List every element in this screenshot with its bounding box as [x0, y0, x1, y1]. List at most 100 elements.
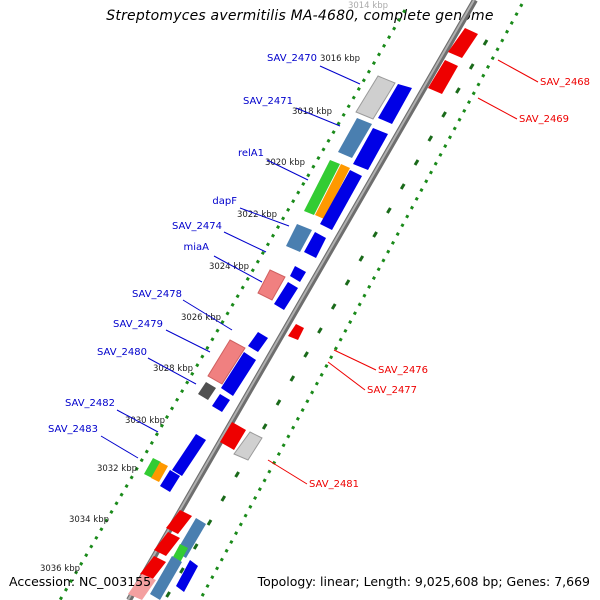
scale-dash — [261, 423, 268, 430]
scale-tick-label: 3022 kbp — [237, 210, 277, 220]
forward-gene-label: dapF — [212, 196, 237, 207]
gene-sav2471 — [338, 118, 372, 158]
forward-label-connector — [239, 207, 290, 227]
scale-dash — [468, 63, 475, 70]
scale-tick-label: 3026 kbp — [181, 313, 221, 323]
gene-sav2470 — [355, 75, 396, 120]
gene-rela1-blue — [320, 170, 362, 230]
scale-dash — [399, 183, 406, 190]
gene-dapf — [286, 224, 312, 252]
scale-dash — [206, 519, 213, 526]
scale-dash — [482, 39, 489, 46]
gene-bottom-blue — [176, 560, 198, 592]
scale-dash — [303, 351, 309, 358]
forward-label-connector — [213, 255, 263, 283]
scale-dash — [413, 159, 420, 166]
scale-tick-label: 3028 kbp — [153, 364, 193, 374]
scale-tick-label: 3024 kbp — [209, 262, 249, 272]
scale-tick-label: 3020 kbp — [265, 158, 305, 168]
scale-dash — [275, 399, 282, 406]
reverse-label-connector — [327, 361, 366, 391]
forward-gene-label: SAV_2479 — [113, 319, 163, 330]
gene-sav2483-orange — [151, 462, 168, 482]
scale-dash — [358, 255, 365, 262]
reverse-label-connector — [267, 459, 308, 485]
gene-rela1-green — [304, 160, 340, 215]
reverse-label-connector — [477, 97, 518, 120]
gene-miaa-blue — [274, 282, 298, 310]
gene-sav2476 — [288, 324, 304, 340]
scale-tick-labels: 3014 kbp 3016 kbp 3018 kbp 3020 kbp 3022 kbp… — [40, 1, 388, 574]
scale-dash — [179, 567, 185, 574]
scale-tick-label: 3014 kbp — [348, 1, 388, 11]
gene-bottom-red-1 — [166, 510, 192, 534]
forward-gene-label: SAV_2483 — [48, 424, 98, 435]
scale-dash — [220, 495, 227, 502]
scale-dash — [234, 471, 240, 478]
gene-bottom-red-3 — [140, 556, 166, 580]
reverse-gene-label: SAV_2469 — [519, 114, 569, 125]
forward-label-connector — [116, 409, 159, 433]
forward-gene-label: SAV_2471 — [243, 96, 293, 107]
scale-dash — [427, 135, 434, 142]
scale-tick-label: 3016 kbp — [320, 54, 360, 64]
forward-gene-label: SAV_2474 — [172, 221, 222, 232]
gene-miaa-small — [290, 266, 306, 282]
gene-sav2478 — [248, 332, 268, 352]
gene-rela1-orange — [315, 164, 350, 219]
reverse-gene-label: SAV_2477 — [367, 385, 417, 396]
gene-sav2479-pink — [207, 339, 246, 385]
gene-sav2471b — [353, 128, 388, 170]
gene-sav2480-dark — [198, 382, 216, 400]
forward-label-connector — [319, 65, 361, 85]
gene-bottom-steel-2 — [150, 556, 182, 600]
guide-dotted-lines — [58, 3, 524, 600]
scale-dash — [344, 279, 351, 286]
forward-gene-label: SAV_2478 — [132, 289, 182, 300]
tick-dashes — [165, 39, 489, 598]
scale-dash — [386, 207, 392, 214]
forward-label-connector — [266, 159, 309, 181]
scale-dash — [372, 231, 378, 238]
reverse-gene-label: SAV_2468 — [540, 77, 590, 88]
gene-sav2468 — [448, 28, 478, 58]
scale-dash — [289, 375, 296, 382]
gene-bottom-red-2 — [154, 532, 180, 556]
forward-gene-label: relA1 — [238, 148, 264, 159]
forward-gene-label: SAV_2482 — [65, 398, 115, 409]
forward-label-connector — [165, 329, 211, 353]
scale-dash — [192, 543, 199, 550]
forward-gene-labels: SAV_2470 SAV_2471 relA1 dapF SAV_2474 miaA SAV… — [48, 53, 361, 459]
genome-summary-text: Topology: linear; Length: 9,025,608 bp; … — [257, 574, 590, 589]
map-title: Streptomyces avermitilis MA-4680, comple… — [106, 8, 494, 24]
forward-gene-label: SAV_2470 — [267, 53, 317, 64]
gene-sav2482 — [172, 434, 206, 476]
scale-tick-label: 3034 kbp — [69, 515, 109, 525]
scale-dash — [455, 87, 461, 94]
reverse-gene-label: SAV_2481 — [309, 479, 359, 490]
scale-tick-label: 3018 kbp — [292, 107, 332, 117]
gene-sav2481-gray — [233, 431, 263, 461]
gene-sav2483-green — [144, 458, 161, 478]
scale-tick-label: 3036 kbp — [40, 564, 80, 574]
reverse-label-connector — [497, 59, 539, 83]
gene-sav2483-blue — [160, 470, 180, 492]
scale-dash — [165, 591, 171, 598]
scale-tick-label: 3032 kbp — [97, 464, 137, 474]
gene-sav2474 — [304, 232, 326, 258]
reverse-gene-labels: SAV_2468 SAV_2469 SAV_2476 SAV_2477 SAV_2481 — [267, 59, 590, 490]
gene-sav2480-small — [212, 394, 230, 412]
reverse-label-connector — [333, 349, 377, 371]
reverse-genes — [128, 28, 478, 600]
scale-dash — [441, 111, 447, 118]
gene-sav2481-red — [220, 422, 246, 450]
gene-sav2469 — [428, 60, 458, 94]
gene-sav2471a — [378, 84, 412, 124]
forward-gene-label: miaA — [184, 242, 210, 253]
reverse-gene-label: SAV_2476 — [378, 365, 428, 376]
scale-dash — [330, 303, 337, 310]
scale-dash — [317, 327, 323, 334]
forward-label-connector — [100, 435, 139, 459]
